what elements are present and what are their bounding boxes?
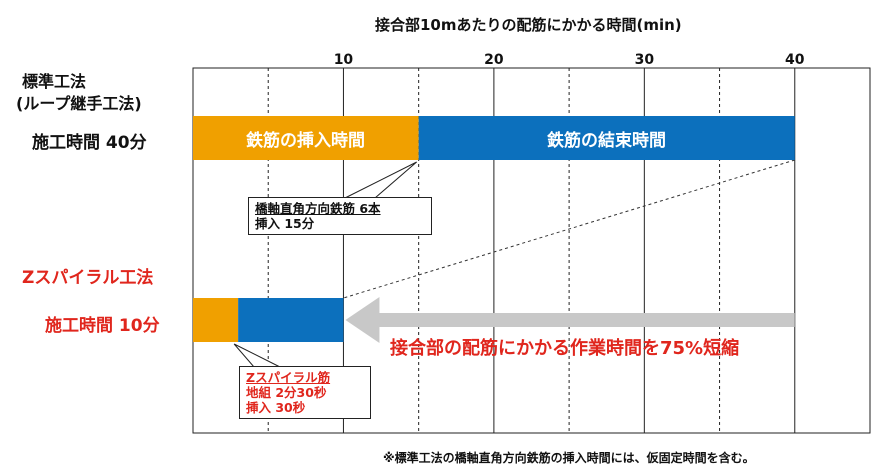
connector-line — [343, 159, 795, 299]
x-tick-label: 40 — [785, 52, 805, 68]
standard-total-label: 施工時間 40分 — [32, 133, 147, 153]
bar-bind — [238, 298, 344, 342]
x-tick-label: 30 — [635, 52, 655, 68]
plot-frame — [192, 67, 871, 434]
z-total-label: 施工時間 10分 — [45, 316, 160, 336]
standard-callout: 橋軸直角方向鉄筋 6本 挿入 15分 — [248, 197, 432, 235]
z-callout-pointer — [233, 343, 281, 368]
z-callout: Zスパイラル筋 地組 2分30秒 挿入 30秒 — [239, 366, 371, 419]
x-tick-label: 20 — [484, 52, 504, 68]
z-callout-line2: 挿入 30秒 — [246, 400, 306, 415]
standard-callout-line1: 橋軸直角方向鉄筋 6本 — [255, 201, 381, 216]
standard-callout-pointer — [344, 161, 417, 199]
z-callout-title: Zスパイラル筋 — [246, 370, 331, 385]
bar-insert — [193, 298, 239, 342]
arrow-label: 接合部の配筋にかかる作業時間を75%短縮 — [390, 338, 740, 359]
bind-bar-label: 鉄筋の結束時間 — [547, 130, 666, 151]
bars — [193, 116, 795, 342]
bar-bind — [418, 116, 795, 160]
standard-callout-line2: 挿入 15分 — [255, 216, 315, 231]
chart-title: 接合部10mあたりの配筋にかかる時間(min) — [375, 16, 682, 34]
footnote: ※標準工法の橋軸直角方向鉄筋の挿入時間には、仮固定時間を含む。 — [383, 451, 755, 465]
bar-insert — [193, 116, 419, 160]
standard-method-sublabel: (ループ継手工法) — [16, 94, 142, 113]
z-callout-line1: 地組 2分30秒 — [246, 385, 327, 400]
z-method-label: Zスパイラル工法 — [22, 268, 154, 288]
x-tick-label: 10 — [334, 52, 354, 68]
x-tick-labels: 10 20 30 40 — [334, 52, 805, 68]
insert-bar-label: 鉄筋の挿入時間 — [246, 130, 365, 151]
reduction-arrow — [345, 297, 795, 343]
standard-method-label: 標準工法 — [22, 72, 87, 91]
reduction-arrow-shape — [345, 297, 795, 343]
